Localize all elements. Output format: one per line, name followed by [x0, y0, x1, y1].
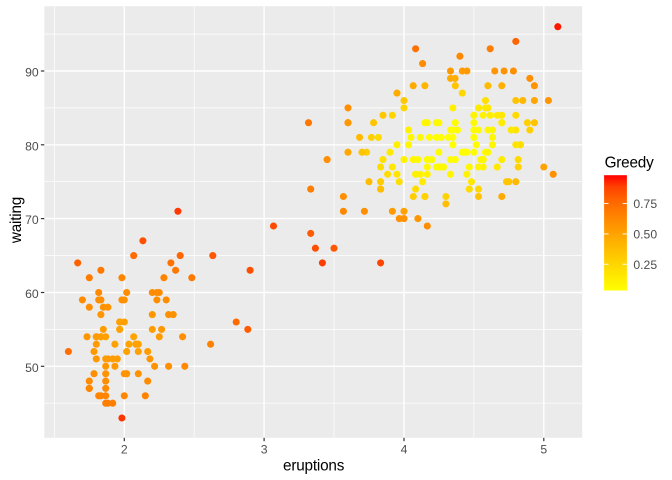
svg-text:5: 5 [540, 442, 547, 456]
svg-text:90: 90 [25, 66, 39, 80]
svg-text:0.50: 0.50 [633, 228, 657, 242]
svg-text:eruptions: eruptions [283, 457, 345, 474]
svg-text:waiting: waiting [8, 197, 25, 244]
svg-text:3: 3 [261, 442, 268, 456]
svg-text:4: 4 [401, 442, 408, 456]
svg-text:2: 2 [121, 442, 128, 456]
svg-text:0.75: 0.75 [633, 197, 657, 211]
svg-text:70: 70 [25, 213, 39, 227]
svg-text:60: 60 [25, 287, 39, 301]
svg-text:Greedy: Greedy [605, 155, 655, 172]
svg-text:80: 80 [25, 139, 39, 153]
svg-text:50: 50 [25, 361, 39, 375]
svg-text:0.25: 0.25 [633, 258, 657, 272]
